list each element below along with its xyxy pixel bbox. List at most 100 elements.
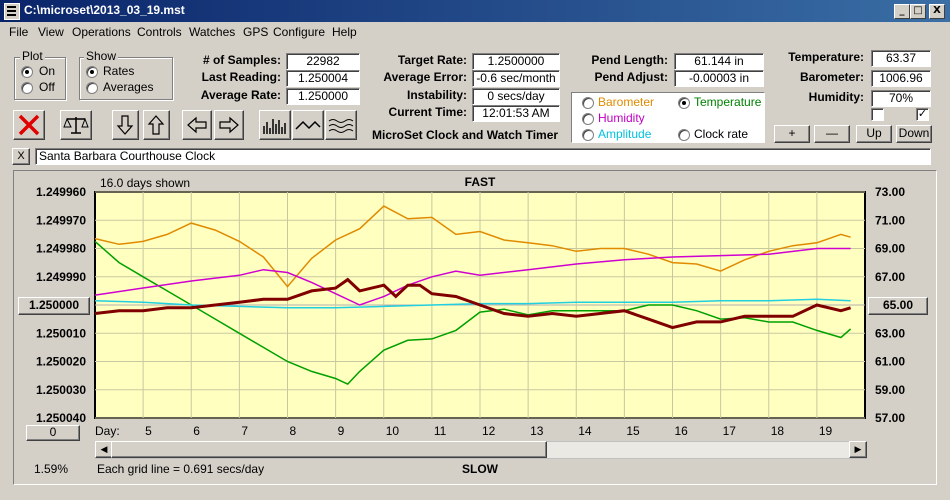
x-tick-label: 9 (338, 424, 345, 438)
histogram-button[interactable] (259, 110, 291, 140)
maximize-button[interactable]: □ (910, 4, 926, 19)
scrollbar-thumb[interactable] (111, 441, 547, 458)
menu-help[interactable]: Help (332, 25, 357, 39)
scroll-left-arrow[interactable]: ◀ (95, 441, 113, 458)
scroll-down-button[interactable] (112, 110, 139, 140)
pend-adjust-field: -0.00003 in (674, 70, 764, 87)
line-graph-icon (295, 120, 321, 130)
humidity-field: 70% (871, 90, 931, 107)
wave-graph-button[interactable] (325, 110, 357, 140)
current-time-field: 12:01:53 AM (472, 105, 560, 122)
x-tick-label: 17 (723, 424, 737, 438)
app-caption: MicroSet Clock and Watch Timer (372, 128, 559, 142)
window-title: C:\microset\2013_03_19.mst (24, 3, 185, 17)
current-time-label: Current Time: (388, 105, 467, 119)
x-tick-label: 12 (482, 424, 496, 438)
target-rate-field: 1.2500000 (472, 53, 560, 70)
left-tick-label: 1.249990 (36, 270, 86, 284)
histogram-icon (263, 119, 286, 134)
scroll-left-button[interactable] (182, 110, 212, 140)
target-rate-label: Target Rate: (397, 53, 467, 67)
scroll-right-button[interactable] (214, 110, 244, 140)
x-tick-label: 10 (386, 424, 400, 438)
offset-button[interactable]: 0 (26, 425, 80, 441)
show-rates-label: Rates (103, 64, 135, 78)
checkbox-right[interactable]: ✓ (916, 108, 929, 121)
clear-clock-name-button[interactable]: X (12, 148, 30, 165)
line-graph-button[interactable] (292, 110, 324, 140)
right-tick-label: 63.00 (875, 326, 905, 340)
x-tick-label: 11 (434, 424, 447, 438)
checkbox-left[interactable] (871, 108, 884, 121)
left-tick-label: 1.250030 (36, 383, 86, 397)
average-rate-field: 1.250000 (286, 88, 360, 105)
series-line-clock-rate (94, 277, 852, 330)
center-temp-button[interactable]: 65.00 (868, 297, 928, 315)
plot-off-label: Off (39, 80, 55, 94)
plot-on-label: On (39, 64, 56, 78)
menu-gps[interactable]: GPS (243, 25, 269, 39)
instability-label: Instability: (406, 88, 467, 102)
menu-watches[interactable]: Watches (189, 25, 236, 39)
show-averages-label: Averages (103, 80, 154, 94)
scroll-right-arrow[interactable]: ▶ (849, 441, 867, 458)
left-tick-label: 1.250040 (36, 411, 86, 425)
app-icon (4, 3, 20, 20)
minimize-button[interactable]: _ (894, 4, 910, 19)
zoom-percent: 1.59% (34, 462, 69, 476)
menu-controls[interactable]: Controls (137, 25, 182, 39)
amplitude-option-label: Amplitude (598, 127, 652, 141)
right-tick-label: 67.00 (875, 270, 905, 284)
barometer-label: Barometer: (799, 70, 864, 84)
right-tick-label: 69.00 (875, 242, 905, 256)
barometer-radio[interactable] (582, 97, 594, 109)
close-button[interactable]: X (929, 4, 945, 19)
instability-field: 0 secs/day (472, 88, 560, 105)
clock-rate-radio[interactable] (678, 129, 690, 141)
humidity-radio[interactable] (582, 113, 594, 125)
grid-note: Each grid line = 0.691 secs/day (97, 462, 265, 476)
x-tick-label: 16 (675, 424, 689, 438)
x-axis-label: Day: (95, 424, 120, 438)
show-rates-radio[interactable] (86, 66, 98, 78)
right-tick-label: 71.00 (875, 213, 905, 227)
x-tick-label: 6 (193, 424, 200, 438)
last-reading-field: 1.250004 (286, 70, 360, 87)
stop-button[interactable] (13, 110, 45, 140)
clock-name-field[interactable]: Santa Barbara Courthouse Clock (35, 148, 931, 165)
zoom-out-button[interactable]: — (814, 125, 850, 143)
sensor-options-box (571, 92, 765, 143)
temperature-option-label: Temperature (694, 95, 762, 109)
menu-operations[interactable]: Operations (72, 25, 131, 39)
temperature-radio[interactable] (678, 97, 690, 109)
x-tick-label: 5 (145, 424, 152, 438)
chart-bottom-slow: SLOW (462, 462, 498, 476)
menu-bar: File View Operations Controls Watches GP… (0, 22, 950, 41)
amplitude-radio[interactable] (582, 129, 594, 141)
zoom-in-button[interactable]: + (774, 125, 810, 143)
left-tick-label: 1.249970 (36, 213, 86, 227)
temperature-field: 63.37 (871, 50, 931, 67)
menu-configure[interactable]: Configure (273, 25, 326, 39)
temperature-label: Temperature: (788, 50, 864, 64)
shift-down-button[interactable]: Down (896, 125, 932, 143)
average-rate-label: Average Rate: (200, 88, 281, 102)
balance-button[interactable] (60, 110, 92, 140)
right-tick-label: 59.00 (875, 383, 905, 397)
barometer-option-label: Barometer (598, 95, 655, 109)
shift-up-button[interactable]: Up (856, 125, 892, 143)
arrow-right-icon (219, 116, 239, 134)
menu-file[interactable]: File (9, 25, 29, 39)
x-tick-label: 18 (771, 424, 785, 438)
humidity-option-label: Humidity (598, 111, 645, 125)
plot-off-radio[interactable] (21, 82, 33, 94)
x-tick-label: 15 (626, 424, 640, 438)
x-tick-label: 14 (578, 424, 592, 438)
plot-on-radio[interactable] (21, 66, 33, 78)
menu-view[interactable]: View (38, 25, 64, 39)
center-rate-button[interactable]: 1.250000 (18, 297, 90, 315)
show-averages-radio[interactable] (86, 82, 98, 94)
arrow-down-icon (116, 115, 134, 135)
right-tick-label: 73.00 (875, 185, 905, 199)
scroll-up-button[interactable] (143, 110, 170, 140)
